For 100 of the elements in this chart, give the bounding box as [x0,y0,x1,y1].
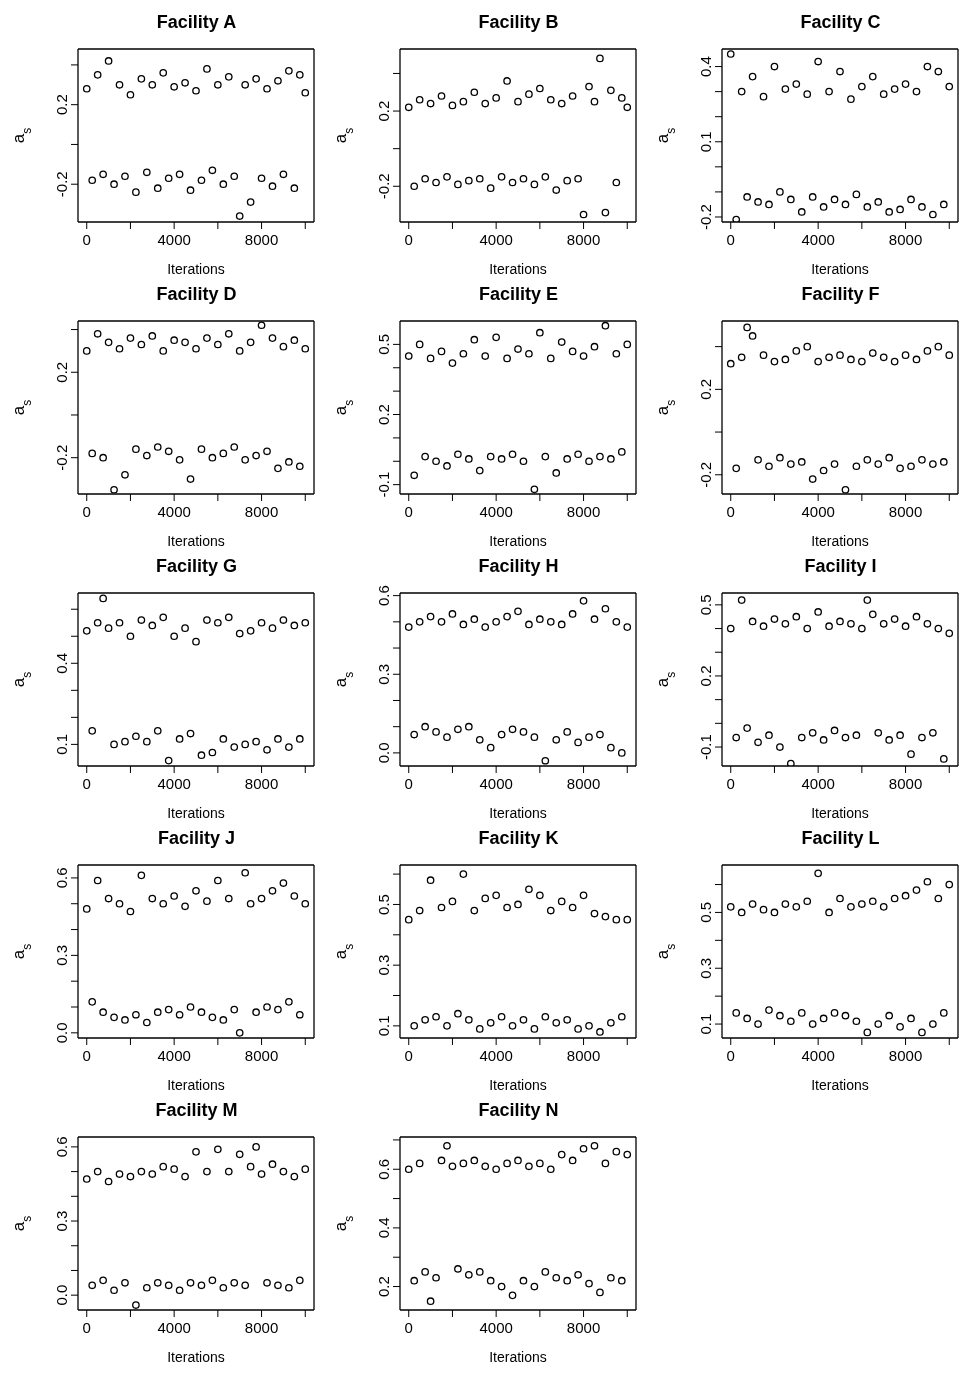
point [415,340,424,349]
point [819,466,828,475]
y-tick-label: 0.1 [697,1013,714,1035]
point [530,1282,539,1291]
point [852,731,861,740]
point [404,352,413,360]
point [295,1010,304,1019]
point [781,900,790,908]
y-tick-label: 0.4 [53,652,70,674]
x-tick-label: 4000 [801,1047,835,1064]
point [181,1172,189,1181]
point [224,329,233,338]
point [192,637,200,646]
x-tick-label: 4000 [157,775,191,792]
point [443,733,451,742]
point [546,354,555,363]
x-tick-label: 0 [726,775,735,792]
point [290,892,299,900]
point [808,193,817,201]
y-tick-label: 0.2 [53,94,70,116]
point [836,351,844,360]
point [890,615,899,623]
point [907,462,915,471]
point [497,1012,506,1021]
point [132,1010,140,1019]
y-tick-label: -0.2 [53,171,70,198]
point [475,1025,484,1033]
x-tick-label: 8000 [244,503,279,520]
point [121,737,129,746]
point [115,899,124,908]
point [557,1150,566,1159]
point [726,50,735,58]
point [486,184,495,192]
point [214,80,222,89]
y-tick-label: 0.5 [697,902,714,923]
point [525,620,533,629]
point [404,103,413,112]
point [726,359,735,368]
point [268,182,277,191]
point [918,733,926,742]
point [590,1141,599,1150]
point [514,1156,522,1165]
point [104,1177,113,1186]
point [868,897,877,906]
point [252,1008,260,1017]
point [235,347,244,355]
point [623,340,632,349]
point [224,894,233,903]
point [99,1276,107,1285]
point [737,87,746,96]
point [186,1278,195,1287]
point [737,596,746,604]
point [203,897,211,905]
point [776,743,784,751]
y-tick-label: 0.2 [375,404,392,425]
point [874,460,883,468]
point [274,464,282,473]
point [508,725,517,734]
x-axis-title: Iterations [811,261,869,277]
point [481,352,490,360]
chart-title: Facility J [156,827,236,850]
point [268,334,277,342]
point [792,347,801,355]
point [110,1286,118,1295]
point [454,180,462,189]
point [546,906,555,915]
y-tick-label: 0.1 [375,1015,392,1037]
point [885,1011,894,1020]
point [825,353,833,362]
point [175,455,184,464]
x-tick-label: 8000 [888,775,923,792]
point [295,735,304,743]
point [563,176,572,185]
point [590,342,599,351]
point [579,597,588,605]
point [612,349,621,358]
point [164,1281,173,1290]
point [257,174,266,183]
point [939,458,948,466]
point [224,613,233,622]
point [623,103,632,112]
point [285,1283,293,1292]
x-tick-label: 0 [82,1047,91,1064]
point [285,743,293,751]
y-tick-label: 0.2 [375,100,392,122]
point [623,1150,632,1159]
point [918,1028,926,1037]
point [546,1165,555,1174]
point [443,1022,451,1030]
point [241,455,250,464]
point [497,1282,506,1291]
point [110,485,118,494]
point [241,1281,250,1290]
point [852,462,861,471]
point [121,1278,129,1287]
point [585,82,593,91]
point [585,1022,593,1030]
point [159,1162,168,1171]
point [110,740,118,749]
point [754,455,762,464]
